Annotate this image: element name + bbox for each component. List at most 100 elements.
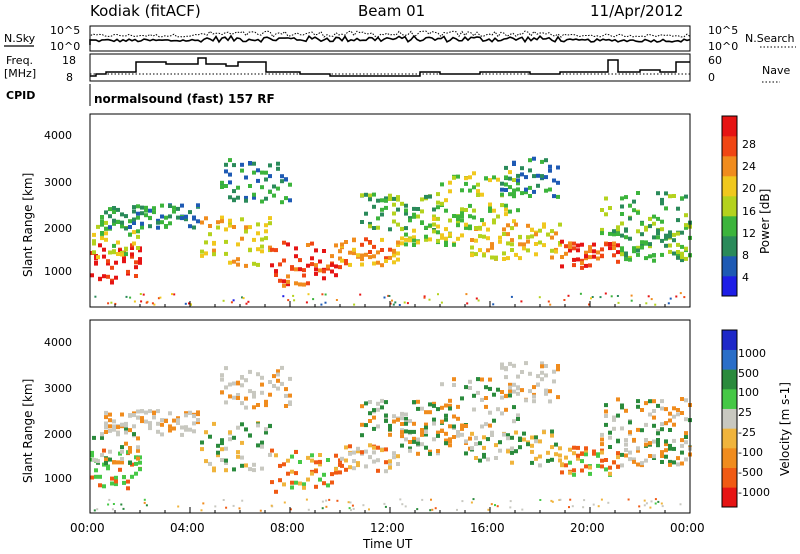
heatmap-cell: [270, 448, 274, 453]
heatmap-cell: [224, 446, 228, 451]
heatmap-cell: [280, 381, 284, 386]
heatmap-cell: [568, 447, 572, 452]
heatmap-cell: [420, 220, 424, 225]
heatmap-cell: [486, 457, 490, 462]
heatmap-cell: [608, 435, 612, 440]
heatmap-cell: [282, 482, 286, 487]
vel-ytick-1000: 1000: [44, 472, 72, 485]
heatmap-cell: [528, 194, 532, 198]
heatmap-speckle: [683, 296, 686, 299]
heatmap-speckle: [110, 301, 113, 304]
heatmap-cell: [208, 434, 212, 439]
heatmap-cell: [576, 456, 580, 461]
heatmap-cell: [448, 443, 452, 448]
heatmap-cell: [396, 207, 400, 212]
heatmap-cell: [660, 238, 664, 243]
heatmap-cell: [240, 455, 244, 460]
heatmap-cell: [676, 206, 680, 211]
heatmap-cell: [468, 175, 472, 180]
heatmap-cell: [120, 212, 124, 217]
heatmap-cell: [298, 282, 302, 287]
heatmap-cell: [544, 391, 548, 396]
heatmap-cell: [122, 480, 126, 485]
heatmap-cell: [264, 229, 268, 234]
heatmap-speckle: [259, 509, 262, 512]
heatmap-cell: [380, 405, 384, 410]
heatmap-cell: [356, 461, 360, 466]
heatmap-speckle: [592, 503, 595, 506]
heatmap-cell: [440, 233, 444, 238]
heatmap-cell: [684, 398, 688, 403]
heatmap-cell: [288, 198, 292, 203]
heatmap-cell: [620, 246, 624, 251]
heatmap-cell: [534, 242, 538, 246]
heatmap-speckle: [142, 293, 145, 296]
heatmap-cell: [408, 218, 412, 223]
heatmap-cell: [550, 457, 554, 462]
heatmap-cell: [676, 252, 680, 257]
heatmap-cell: [474, 252, 478, 257]
heatmap-cell: [588, 255, 592, 260]
heatmap-cell: [664, 448, 668, 453]
heatmap-cell: [224, 227, 228, 232]
heatmap-cell: [476, 182, 480, 187]
heatmap-cell: [600, 208, 604, 212]
heatmap-cell: [400, 236, 404, 241]
heatmap-cell: [680, 251, 684, 256]
heatmap-cell: [534, 252, 538, 257]
heatmap-cell: [508, 382, 512, 387]
heatmap-cell: [480, 192, 484, 197]
heatmap-cell: [232, 435, 236, 440]
heatmap-speckle: [520, 300, 523, 303]
heatmap-cell: [172, 426, 176, 431]
heatmap-cell: [384, 198, 388, 203]
heatmap-cell: [138, 467, 142, 472]
heatmap-cell: [384, 256, 388, 261]
heatmap-cell: [518, 436, 522, 441]
heatmap-cell: [352, 251, 356, 256]
heatmap-cell: [664, 454, 668, 459]
heatmap-speckle: [630, 299, 633, 302]
heatmap-cell: [616, 250, 620, 255]
heatmap-cell: [228, 180, 232, 185]
heatmap-cell: [664, 439, 668, 444]
heatmap-speckle: [305, 498, 308, 501]
heatmap-cell: [680, 230, 684, 235]
heatmap-cell: [364, 449, 368, 454]
heatmap-cell: [676, 412, 680, 417]
heatmap-cell: [486, 227, 490, 232]
heatmap-cell: [148, 224, 152, 229]
heatmap-cell: [420, 428, 424, 432]
heatmap-cell: [388, 423, 392, 428]
heatmap-cell: [172, 209, 176, 214]
heatmap-cell: [98, 474, 102, 479]
heatmap-cell: [664, 233, 668, 238]
heatmap-cell: [648, 441, 652, 446]
heatmap-cell: [636, 462, 640, 467]
heatmap-cell: [596, 463, 600, 468]
heatmap-cell: [400, 201, 404, 206]
heatmap-cell: [114, 479, 118, 484]
heatmap-cell: [640, 428, 644, 433]
heatmap-cell: [436, 192, 440, 197]
heatmap-cell: [352, 450, 356, 455]
heatmap-cell: [538, 463, 542, 468]
heatmap-cell: [220, 441, 224, 446]
heatmap-cell: [528, 371, 532, 376]
heatmap-cell: [520, 370, 524, 374]
heatmap-cell: [228, 223, 232, 228]
heatmap-cell: [506, 223, 510, 228]
heatmap-speckle: [538, 296, 541, 299]
heatmap-cell: [282, 279, 286, 284]
heatmap-cell: [108, 424, 112, 429]
heatmap-cell: [514, 449, 518, 454]
heatmap-cell: [264, 427, 268, 432]
heatmap-cell: [114, 475, 118, 480]
heatmap-cell: [102, 484, 106, 489]
heatmap-cell: [118, 467, 122, 472]
heatmap-cell: [496, 177, 500, 182]
heatmap-cell: [504, 203, 508, 208]
heatmap-cell: [136, 409, 140, 414]
heatmap-cell: [530, 443, 534, 448]
heatmap-cell: [388, 227, 392, 232]
